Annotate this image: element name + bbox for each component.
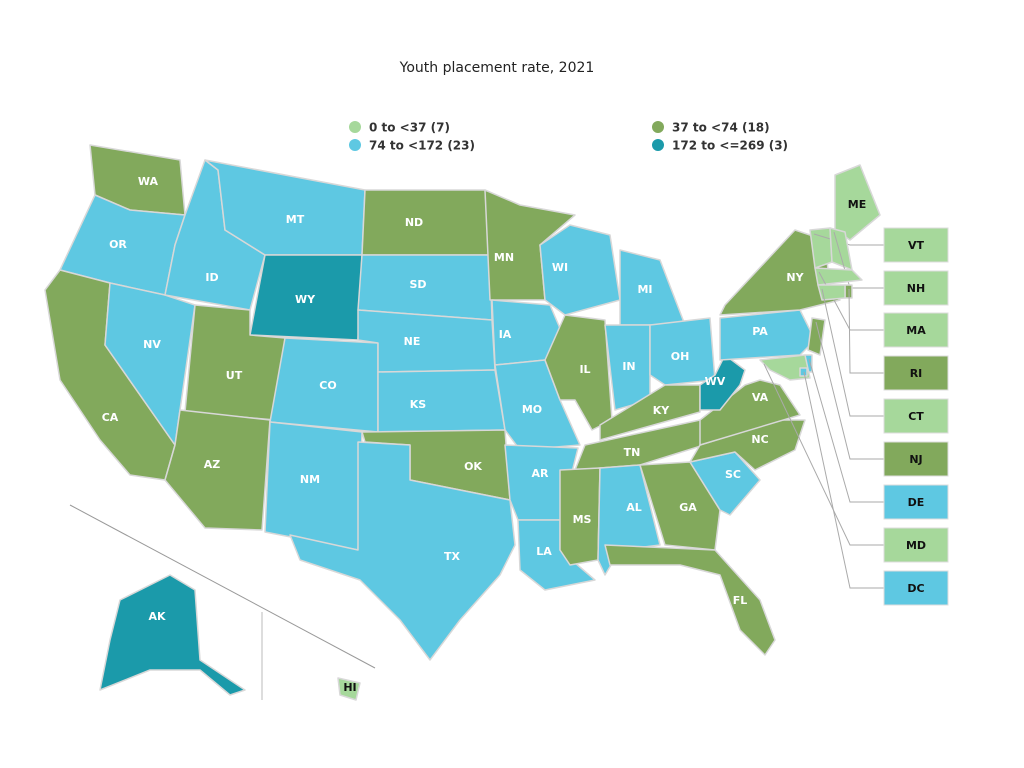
state-label: WI [552, 261, 568, 274]
state-label: GA [679, 501, 697, 514]
state-label: HI [343, 681, 356, 694]
legend-swatch [652, 139, 664, 151]
state-label: VT [908, 239, 925, 252]
state [699, 379, 801, 446]
legend-label: 0 to <37 (7) [369, 121, 450, 135]
map-title: Youth placement rate, 2021 [399, 60, 595, 76]
state [649, 317, 716, 386]
state-label: AZ [204, 458, 221, 471]
state-label: CO [319, 379, 336, 392]
state-label: MA [906, 324, 926, 337]
state [604, 544, 776, 656]
inset-divider [69, 504, 376, 669]
state-label: SC [725, 468, 741, 481]
state-label: AL [626, 501, 642, 514]
state-box [883, 270, 949, 306]
legend-label: 172 to <=269 (3) [672, 139, 788, 153]
state-label: WA [138, 175, 159, 188]
state-label: PA [752, 325, 768, 338]
leader-line [803, 371, 884, 589]
legend-swatch [349, 121, 361, 133]
state-label: VA [752, 391, 769, 404]
state-label: ID [205, 271, 218, 284]
leader-line [813, 233, 884, 246]
state-label: CT [908, 410, 924, 423]
state-box [883, 527, 949, 563]
state-box [883, 484, 949, 520]
state [99, 574, 246, 696]
state-label: NH [907, 282, 925, 295]
state-label: NV [143, 338, 161, 351]
state-label: OR [109, 238, 127, 251]
state-box [883, 355, 949, 391]
state-label: WV [705, 375, 726, 388]
state-label: NC [751, 433, 768, 446]
state [264, 421, 363, 551]
state-label: FL [733, 594, 748, 607]
leader-line [848, 288, 884, 374]
leader-line [815, 321, 884, 460]
legend-label: 37 to <74 (18) [672, 121, 770, 135]
state-label: NJ [909, 453, 922, 466]
legend-swatch [652, 121, 664, 133]
state [799, 367, 808, 377]
state [559, 467, 601, 566]
state-label: IA [499, 328, 512, 341]
state-label: AK [148, 610, 166, 623]
state [357, 309, 496, 373]
state-label: AR [532, 467, 550, 480]
state-label: RI [910, 367, 923, 380]
state-label: WY [295, 293, 316, 306]
state-label: DC [907, 582, 924, 595]
state-label: UT [226, 369, 243, 382]
state-label: TN [624, 446, 641, 459]
state-box [883, 227, 949, 263]
state-label: DE [908, 496, 925, 509]
leader-line [763, 363, 884, 546]
state-label: ND [405, 216, 423, 229]
state [639, 461, 721, 551]
state-box [883, 570, 949, 606]
legend-label: 74 to <172 (23) [369, 139, 475, 153]
state-label: LA [536, 545, 552, 558]
state-label: KY [653, 404, 671, 417]
state [807, 317, 826, 356]
state-label: CA [102, 411, 119, 424]
state-label: ME [848, 198, 866, 211]
state-label: MI [637, 283, 652, 296]
state-label: MT [286, 213, 305, 226]
state-label: MO [522, 403, 542, 416]
state [844, 284, 853, 299]
state [377, 369, 506, 433]
leader-line [821, 288, 884, 417]
state [817, 284, 846, 301]
state [759, 354, 811, 381]
state [361, 189, 491, 256]
state-box [883, 312, 949, 348]
state-label: MN [494, 251, 514, 264]
state-label: TX [444, 550, 461, 563]
state [834, 164, 881, 241]
state-box [883, 441, 949, 477]
state [337, 677, 361, 701]
state-box [883, 398, 949, 434]
state-label: OK [464, 460, 482, 473]
state [814, 267, 863, 286]
leader-line [808, 358, 884, 503]
state-label: KS [410, 398, 427, 411]
state [289, 441, 516, 661]
state-label: NY [786, 271, 804, 284]
state-label: MS [573, 513, 592, 526]
state-label: NE [404, 335, 421, 348]
legend-swatch [349, 139, 361, 151]
state-label: IL [579, 363, 590, 376]
state-label: SD [409, 278, 426, 291]
state-label: OH [671, 350, 690, 363]
state-label: MD [906, 539, 926, 552]
state-label: NM [300, 473, 320, 486]
state-label: IN [622, 360, 635, 373]
state [699, 354, 746, 411]
